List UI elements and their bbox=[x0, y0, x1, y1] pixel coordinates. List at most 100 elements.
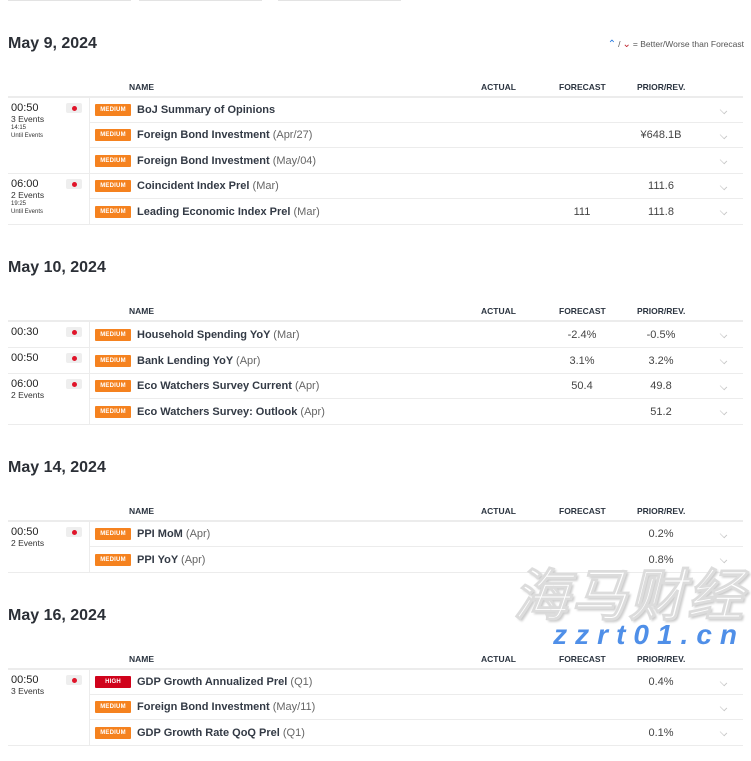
impact-badge: MEDIUM bbox=[95, 405, 131, 418]
forecast-value: -2.4% bbox=[567, 328, 597, 341]
event-time: 06:00 bbox=[11, 378, 39, 390]
event-title: Foreign Bond Investment bbox=[137, 701, 270, 713]
chevron-down-icon[interactable] bbox=[719, 330, 728, 339]
event-name[interactable]: Leading Economic Index Prel (Mar) bbox=[137, 206, 320, 218]
chevron-down-icon[interactable] bbox=[719, 207, 728, 216]
flag-cell bbox=[66, 348, 89, 373]
event-time: 00:50 bbox=[11, 526, 39, 538]
event-row[interactable]: MEDIUM PPI YoY (Apr) 0.8% bbox=[90, 547, 743, 572]
event-row[interactable]: MEDIUM Eco Watchers Survey: Outlook (Apr)… bbox=[90, 399, 743, 424]
until-label: Until Events bbox=[11, 209, 44, 215]
event-count: 2 Events bbox=[11, 390, 45, 400]
event-name[interactable]: Eco Watchers Survey Current (Apr) bbox=[137, 380, 319, 392]
event-title: Foreign Bond Investment bbox=[137, 154, 270, 167]
event-row[interactable]: MEDIUM Leading Economic Index Prel (Mar) 1… bbox=[90, 199, 743, 224]
event-row[interactable]: MEDIUM Eco Watchers Survey Current (Apr) 5… bbox=[90, 374, 743, 399]
until-label: Until Events bbox=[11, 133, 44, 139]
time-group: 06:00 2 Events 19:25 Until Events MEDIUM Coin… bbox=[8, 174, 743, 225]
time-group: 00:50 2 Events MEDIUM PPI MoM (Apr) 0.2% MEDI… bbox=[8, 522, 743, 573]
event-title: Eco Watchers Survey: Outlook bbox=[137, 405, 298, 418]
column-name: NAME bbox=[129, 506, 155, 516]
event-row[interactable]: MEDIUM GDP Growth Rate QoQ Prel (Q1) 0.1% bbox=[90, 720, 743, 745]
chevron-down-icon[interactable] bbox=[719, 728, 728, 737]
table-header: NAME ACTUAL FORECAST PRIOR/REV. bbox=[8, 499, 743, 522]
chevron-down-icon[interactable] bbox=[719, 182, 728, 191]
event-period: (Q1) bbox=[290, 676, 313, 688]
event-name[interactable]: BoJ Summary of Opinions bbox=[137, 104, 275, 116]
event-row[interactable]: HIGH GDP Growth Annualized Prel (Q1) 0.4% bbox=[90, 670, 743, 695]
event-row[interactable]: MEDIUM PPI MoM (Apr) 0.2% bbox=[90, 522, 743, 547]
events-list: HIGH GDP Growth Annualized Prel (Q1) 0.4% M… bbox=[89, 670, 743, 745]
event-row[interactable]: MEDIUM Foreign Bond Investment (Apr/27) ¥6… bbox=[90, 123, 743, 148]
day-date: May 9, 2024 bbox=[8, 35, 97, 52]
events-list: MEDIUM Household Spending YoY (Mar) -2.4% -… bbox=[89, 322, 743, 347]
flag-cell bbox=[66, 174, 89, 224]
japan-flag-icon bbox=[66, 327, 82, 337]
chevron-down-icon[interactable] bbox=[719, 131, 728, 140]
event-title: Bank Lending YoY bbox=[137, 354, 233, 367]
forecast-value: 111 bbox=[573, 205, 591, 218]
event-count: 3 Events bbox=[11, 686, 45, 696]
column-forecast: FORECAST bbox=[559, 306, 606, 316]
chevron-down-icon[interactable] bbox=[719, 678, 728, 687]
chevron-down-icon[interactable] bbox=[719, 156, 728, 165]
event-name[interactable]: Foreign Bond Investment (May/11) bbox=[137, 701, 315, 713]
time-group: 06:00 2 Events MEDIUM Eco Watchers Survey C… bbox=[8, 374, 743, 425]
event-title: GDP Growth Annualized Prel bbox=[137, 676, 288, 688]
chevron-down-icon[interactable] bbox=[719, 555, 728, 564]
impact-badge: MEDIUM bbox=[95, 328, 131, 341]
flag-cell bbox=[66, 98, 89, 173]
event-name[interactable]: PPI YoY (Apr) bbox=[137, 554, 205, 566]
column-prior: PRIOR/REV. bbox=[637, 506, 686, 516]
event-period: (Apr) bbox=[236, 354, 261, 367]
event-name[interactable]: Foreign Bond Investment (Apr/27) bbox=[137, 129, 312, 141]
impact-badge: MEDIUM bbox=[95, 205, 131, 218]
event-row[interactable]: MEDIUM Household Spending YoY (Mar) -2.4% -… bbox=[90, 322, 743, 347]
time-cell: 06:00 2 Events bbox=[8, 374, 66, 424]
top-tab[interactable] bbox=[8, 0, 131, 1]
top-tab[interactable] bbox=[139, 0, 262, 1]
event-name[interactable]: Eco Watchers Survey: Outlook (Apr) bbox=[137, 406, 325, 418]
event-name[interactable]: PPI MoM (Apr) bbox=[137, 528, 210, 540]
column-forecast: FORECAST bbox=[559, 654, 606, 664]
time-group: 00:50 3 Events HIGH GDP Growth Annualized P… bbox=[8, 670, 743, 746]
time-cell: 06:00 2 Events 19:25 Until Events bbox=[8, 174, 66, 224]
flag-cell bbox=[66, 670, 89, 745]
event-time: 00:30 bbox=[11, 326, 39, 338]
column-prior: PRIOR/REV. bbox=[637, 82, 686, 92]
chevron-down-icon[interactable] bbox=[719, 356, 728, 365]
event-period: (Apr) bbox=[185, 528, 211, 540]
day-header: May 9, 2024 ⌃ / ⌄ = Better/Worse than Foreca… bbox=[0, 32, 751, 56]
time-cell: 00:30 bbox=[8, 322, 66, 347]
chevron-down-icon[interactable] bbox=[719, 530, 728, 539]
top-tab[interactable] bbox=[278, 0, 401, 1]
chevron-down-icon[interactable] bbox=[719, 703, 728, 712]
day-section: May 9, 2024 ⌃ / ⌄ = Better/Worse than Foreca… bbox=[0, 0, 751, 225]
chevron-down-icon[interactable] bbox=[719, 407, 728, 416]
event-name[interactable]: Foreign Bond Investment (May/04) bbox=[137, 155, 316, 167]
event-row[interactable]: MEDIUM BoJ Summary of Opinions bbox=[90, 98, 743, 123]
event-time: 00:50 bbox=[11, 102, 39, 114]
chevron-down-icon[interactable] bbox=[719, 382, 728, 391]
day-header: May 10, 2024 bbox=[0, 256, 751, 280]
impact-badge: HIGH bbox=[95, 676, 131, 688]
event-name[interactable]: GDP Growth Rate QoQ Prel (Q1) bbox=[137, 727, 305, 739]
column-prior: PRIOR/REV. bbox=[637, 306, 686, 316]
event-period: (Mar) bbox=[273, 328, 300, 341]
event-row[interactable]: MEDIUM Bank Lending YoY (Apr) 3.1% 3.2% bbox=[90, 348, 743, 373]
event-name[interactable]: Coincident Index Prel (Mar) bbox=[137, 180, 279, 192]
event-name[interactable]: GDP Growth Annualized Prel (Q1) bbox=[137, 676, 312, 688]
prior-value: 0.8% bbox=[648, 553, 674, 566]
event-row[interactable]: MEDIUM Foreign Bond Investment (May/11) bbox=[90, 695, 743, 720]
chevron-down-icon[interactable] bbox=[719, 106, 728, 115]
event-title: Household Spending YoY bbox=[137, 328, 271, 341]
event-name[interactable]: Household Spending YoY (Mar) bbox=[137, 329, 300, 341]
prior-value: 3.2% bbox=[648, 354, 674, 367]
day-date: May 10, 2024 bbox=[8, 259, 106, 276]
event-name[interactable]: Bank Lending YoY (Apr) bbox=[137, 355, 260, 367]
event-row[interactable]: MEDIUM Coincident Index Prel (Mar) 111.6 bbox=[90, 174, 743, 199]
forecast-value: 3.1% bbox=[569, 354, 595, 367]
prior-value: 0.1% bbox=[648, 726, 674, 739]
event-title: GDP Growth Rate QoQ Prel bbox=[137, 726, 280, 739]
event-row[interactable]: MEDIUM Foreign Bond Investment (May/04) bbox=[90, 148, 743, 173]
